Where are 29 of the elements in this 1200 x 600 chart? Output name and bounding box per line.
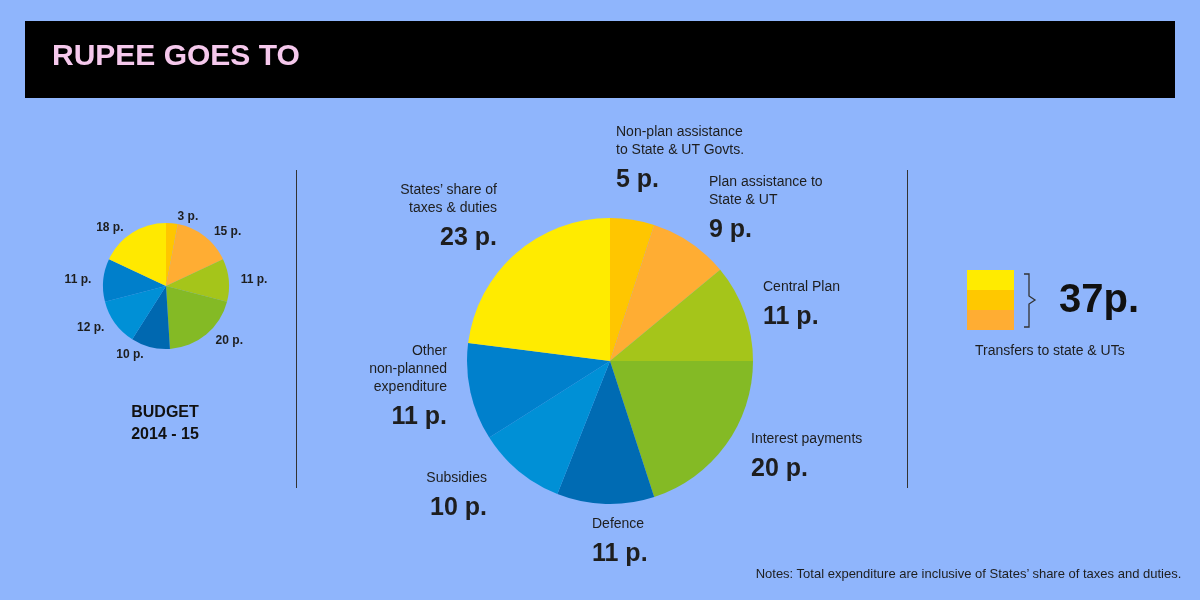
text: Notes: Total expenditure are inclusive of States’ share of taxes and duties. [755, 566, 1182, 581]
data-label: 15 p. [213, 223, 242, 238]
slice-label: Defence [592, 515, 645, 531]
data-label: 11 p. [592, 538, 648, 566]
data-label: 12 p. [77, 320, 105, 335]
text: RUPEE GOES TO [52, 37, 300, 71]
slice-label: Central Plan [763, 278, 841, 294]
data-label: 20 p. [215, 332, 243, 347]
data-label: 18 p. [96, 219, 124, 234]
slice-label: Interest payments [751, 430, 863, 446]
slice-label: Other non-planned expenditure [369, 342, 448, 394]
data-label: 5 p. [616, 164, 660, 192]
data-label: 11 p. [391, 401, 447, 429]
data-label: 23 p. [440, 222, 497, 250]
data-label: 11 p. [240, 272, 268, 287]
text: Transfers to state & UTs [975, 342, 1125, 358]
slice-label: Subsidies [426, 469, 487, 485]
slice-label: States’ share of taxes & duties [400, 181, 498, 215]
slice-label: Non-plan assistance to State & UT Govts. [616, 123, 745, 157]
text: BUDGET 2014 - 15 [131, 402, 199, 442]
data-label: 3 p. [177, 209, 199, 224]
data-label: 11 p. [64, 272, 92, 287]
data-label: 11 p. [763, 301, 819, 329]
data-label: 9 p. [709, 214, 753, 242]
data-label: 10 p. [116, 346, 144, 361]
data-label: 20 p. [751, 453, 808, 481]
data-label: 10 p. [430, 492, 487, 520]
slice-label: Plan assistance to State & UT [709, 173, 823, 207]
text: 37p. [1059, 276, 1140, 320]
